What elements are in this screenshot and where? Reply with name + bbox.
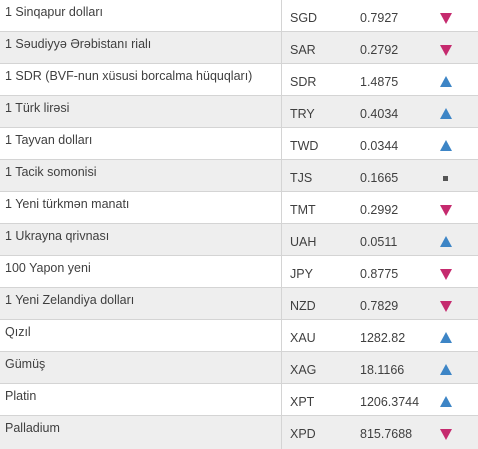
rate-value: 0.0344 <box>360 127 440 160</box>
table-row: 1 SDR (BVF-nun xüsusi borcalma hüquqları… <box>0 63 478 96</box>
rate-value: 0.2792 <box>360 31 440 64</box>
rate-value: 1206.3744 <box>360 383 440 416</box>
triangle-down-icon <box>440 45 452 56</box>
triangle-up-icon <box>440 108 452 119</box>
triangle-up-icon <box>440 364 452 375</box>
currency-name: 1 Səudiyyə Ərəbistanı rialı <box>0 31 282 64</box>
table-row: Platin XPT 1206.3744 <box>0 383 478 416</box>
currency-name: 1 Tayvan dolları <box>0 127 282 160</box>
currency-code: SGD <box>281 0 360 32</box>
rate-value: 1282.82 <box>360 319 440 352</box>
table-row: 1 Ukrayna qrivnası UAH 0.0511 <box>0 223 478 256</box>
currency-code: JPY <box>281 255 360 288</box>
currency-code: SAR <box>281 31 360 64</box>
table-row: 1 Türk lirəsi TRY 0.4034 <box>0 95 478 128</box>
square-icon <box>443 176 448 181</box>
currency-name: 1 SDR (BVF-nun xüsusi borcalma hüquqları… <box>0 63 282 96</box>
triangle-down-icon <box>440 13 452 24</box>
currency-name: Palladium <box>0 415 282 449</box>
table-row: 1 Yeni türkmən manatı TMT 0.2992 <box>0 191 478 224</box>
currency-name: 1 Yeni Zelandiya dolları <box>0 287 282 320</box>
triangle-up-icon <box>440 76 452 87</box>
currency-code: TRY <box>281 95 360 128</box>
rate-value: 0.1665 <box>360 159 440 192</box>
triangle-down-icon <box>440 205 452 216</box>
table-row: 1 Tayvan dolları TWD 0.0344 <box>0 127 478 160</box>
currency-code: SDR <box>281 63 360 96</box>
currency-code: XAU <box>281 319 360 352</box>
table-row: Palladium XPD 815.7688 <box>0 415 478 449</box>
currency-name: 100 Yapon yeni <box>0 255 282 288</box>
currency-name: Platin <box>0 383 282 416</box>
triangle-up-icon <box>440 396 452 407</box>
rate-value: 0.7927 <box>360 0 440 32</box>
table-row: 100 Yapon yeni JPY 0.8775 <box>0 255 478 288</box>
triangle-up-icon <box>440 332 452 343</box>
rate-value: 0.8775 <box>360 255 440 288</box>
currency-code: TWD <box>281 127 360 160</box>
currency-code: UAH <box>281 223 360 256</box>
currency-code: XAG <box>281 351 360 384</box>
table-row: Gümüş XAG 18.1166 <box>0 351 478 384</box>
currency-code: TJS <box>281 159 360 192</box>
triangle-down-icon <box>440 269 452 280</box>
rate-value: 0.0511 <box>360 223 440 256</box>
currency-name: 1 Ukrayna qrivnası <box>0 223 282 256</box>
rate-value: 1.4875 <box>360 63 440 96</box>
currency-code: XPT <box>281 383 360 416</box>
table-row: 1 Sinqapur dolları SGD 0.7927 <box>0 0 478 32</box>
triangle-up-icon <box>440 140 452 151</box>
currency-name: Qızıl <box>0 319 282 352</box>
triangle-down-icon <box>440 301 452 312</box>
currency-name: 1 Sinqapur dolları <box>0 0 282 32</box>
rate-value: 0.4034 <box>360 95 440 128</box>
table-row: Qızıl XAU 1282.82 <box>0 319 478 352</box>
table-row: 1 Tacik somonisi TJS 0.1665 <box>0 159 478 192</box>
currency-name: Gümüş <box>0 351 282 384</box>
table-row: 1 Yeni Zelandiya dolları NZD 0.7829 <box>0 287 478 320</box>
currency-name: 1 Türk lirəsi <box>0 95 282 128</box>
rate-value: 0.7829 <box>360 287 440 320</box>
currency-code: XPD <box>281 415 360 449</box>
rate-value: 0.2992 <box>360 191 440 224</box>
currency-code: TMT <box>281 191 360 224</box>
rate-value: 815.7688 <box>360 415 440 449</box>
currency-name: 1 Yeni türkmən manatı <box>0 191 282 224</box>
currency-name: 1 Tacik somonisi <box>0 159 282 192</box>
triangle-down-icon <box>440 429 452 440</box>
triangle-up-icon <box>440 236 452 247</box>
rate-value: 18.1166 <box>360 351 440 384</box>
currency-code: NZD <box>281 287 360 320</box>
table-row: 1 Səudiyyə Ərəbistanı rialı SAR 0.2792 <box>0 31 478 64</box>
